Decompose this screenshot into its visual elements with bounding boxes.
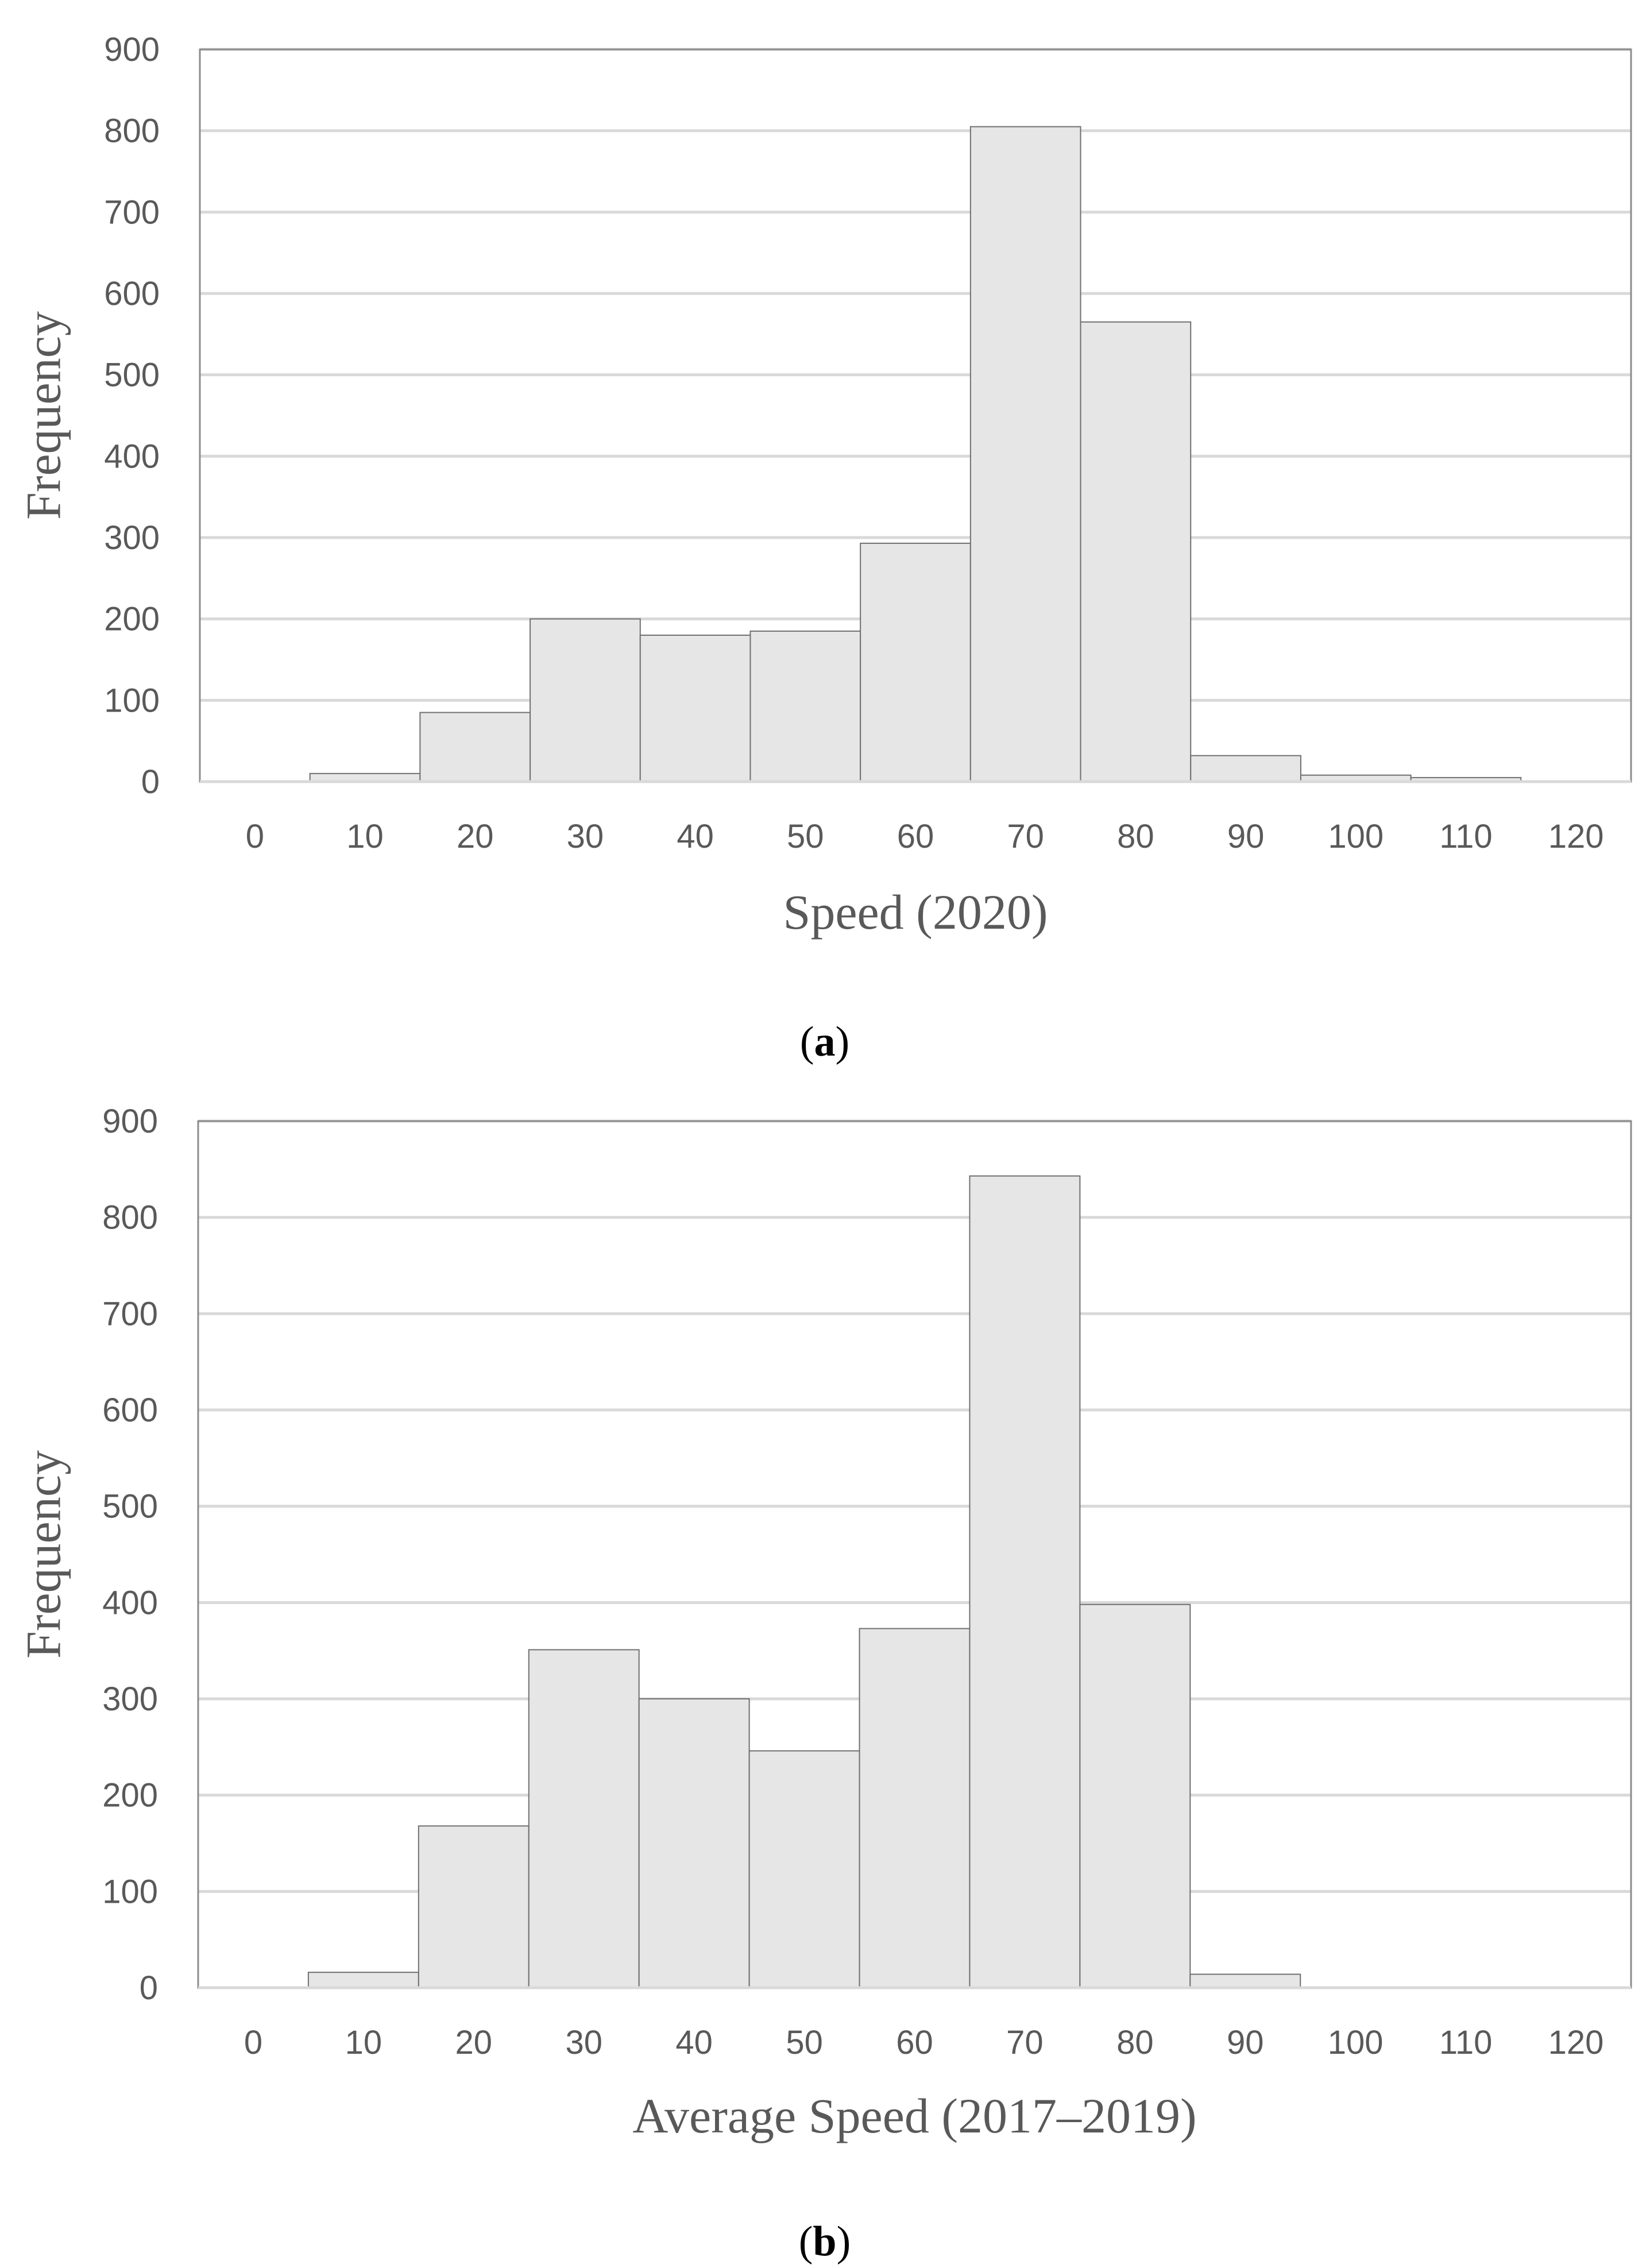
x-tick-label: 40	[675, 2024, 713, 2061]
y-tick-label: 800	[104, 113, 160, 150]
y-tick-label: 300	[104, 519, 160, 557]
bar-20	[418, 1825, 530, 1989]
x-tick-label: 80	[1116, 2024, 1154, 2061]
x-tick-label: 110	[1439, 2024, 1492, 2061]
bar-40	[639, 635, 751, 782]
x-tick-label: 10	[346, 818, 384, 855]
x-tick-label: 110	[1439, 818, 1492, 855]
y-axis-title: Frequency	[16, 311, 71, 520]
x-tick-label: 30	[567, 818, 604, 855]
x-tick-label: 60	[897, 818, 934, 855]
y-tick-label: 0	[141, 763, 160, 801]
x-tick-label: 80	[1117, 818, 1154, 855]
y-tick-label: 500	[102, 1488, 158, 1525]
x-tick-label: 40	[677, 818, 714, 855]
x-tick-label: 60	[896, 2024, 933, 2061]
bar-30	[530, 618, 641, 782]
x-tick-label: 0	[244, 2024, 262, 2061]
y-tick-label: 600	[102, 1392, 158, 1429]
chart-panel-b: 0 100 200 300 400 500 600 700 800 900 0 10 20 30 40 50 6…	[16, 1103, 1632, 2265]
y-tick-label: 900	[104, 31, 160, 68]
y-tick-label: 100	[102, 1873, 158, 1910]
y-tick-label: 400	[102, 1584, 158, 1621]
panel-label: (a)	[800, 1018, 849, 1065]
x-tick-label: 50	[786, 2024, 823, 2061]
bar-80	[1080, 321, 1192, 782]
bar-50	[748, 1750, 860, 1989]
x-tick-label: 90	[1227, 2024, 1264, 2061]
bar-90	[1190, 755, 1301, 782]
y-tick-label: 200	[104, 601, 160, 638]
panel-label: (b)	[799, 2218, 851, 2265]
x-tick-label: 100	[1328, 2024, 1384, 2061]
x-axis-title: Speed (2020)	[783, 884, 1048, 940]
x-tick-label: 20	[455, 2024, 493, 2061]
x-tick-label: 100	[1328, 818, 1384, 855]
x-tick-label: 30	[565, 2024, 602, 2061]
y-axis-title: Frequency	[16, 1450, 71, 1659]
x-tick-label: 50	[787, 818, 824, 855]
bar-50	[749, 630, 861, 782]
x-axis-title: Average Speed (2017–2019)	[632, 2088, 1196, 2143]
x-tick-label: 0	[246, 818, 264, 855]
bar-30	[528, 1649, 640, 1988]
y-tick-label: 800	[102, 1199, 158, 1237]
x-tick-label: 120	[1548, 818, 1604, 855]
x-tick-label: 70	[1006, 2024, 1044, 2061]
x-tick-label: 10	[345, 2024, 382, 2061]
bar-10	[307, 1972, 419, 1989]
chart-panel-a: 0 100 200 300 400 500 600 700 800 900 0 10 20 30 40 50 6…	[16, 31, 1632, 1065]
bar-60	[860, 542, 971, 783]
y-tick-label: 0	[140, 1969, 158, 2007]
y-tick-label: 500	[104, 357, 160, 394]
y-tick-label: 100	[104, 682, 160, 719]
y-tick-label: 900	[102, 1103, 158, 1140]
bar-90	[1189, 1973, 1301, 1988]
y-tick-label: 400	[104, 438, 160, 475]
bar-60	[859, 1628, 971, 1988]
y-tick-label: 200	[102, 1777, 158, 1814]
x-tick-label: 90	[1227, 818, 1265, 855]
bar-40	[638, 1698, 750, 1988]
x-tick-label: 20	[457, 818, 494, 855]
bar-20	[419, 712, 531, 783]
y-tick-label: 700	[102, 1295, 158, 1332]
bar-70	[969, 126, 1081, 782]
bar-70	[969, 1175, 1081, 1988]
y-tick-label: 300	[102, 1680, 158, 1718]
y-tick-label: 700	[104, 194, 160, 231]
x-tick-label: 70	[1007, 818, 1044, 855]
bar-80	[1079, 1604, 1191, 1989]
y-tick-label: 600	[104, 275, 160, 312]
x-tick-label: 120	[1548, 2024, 1604, 2061]
